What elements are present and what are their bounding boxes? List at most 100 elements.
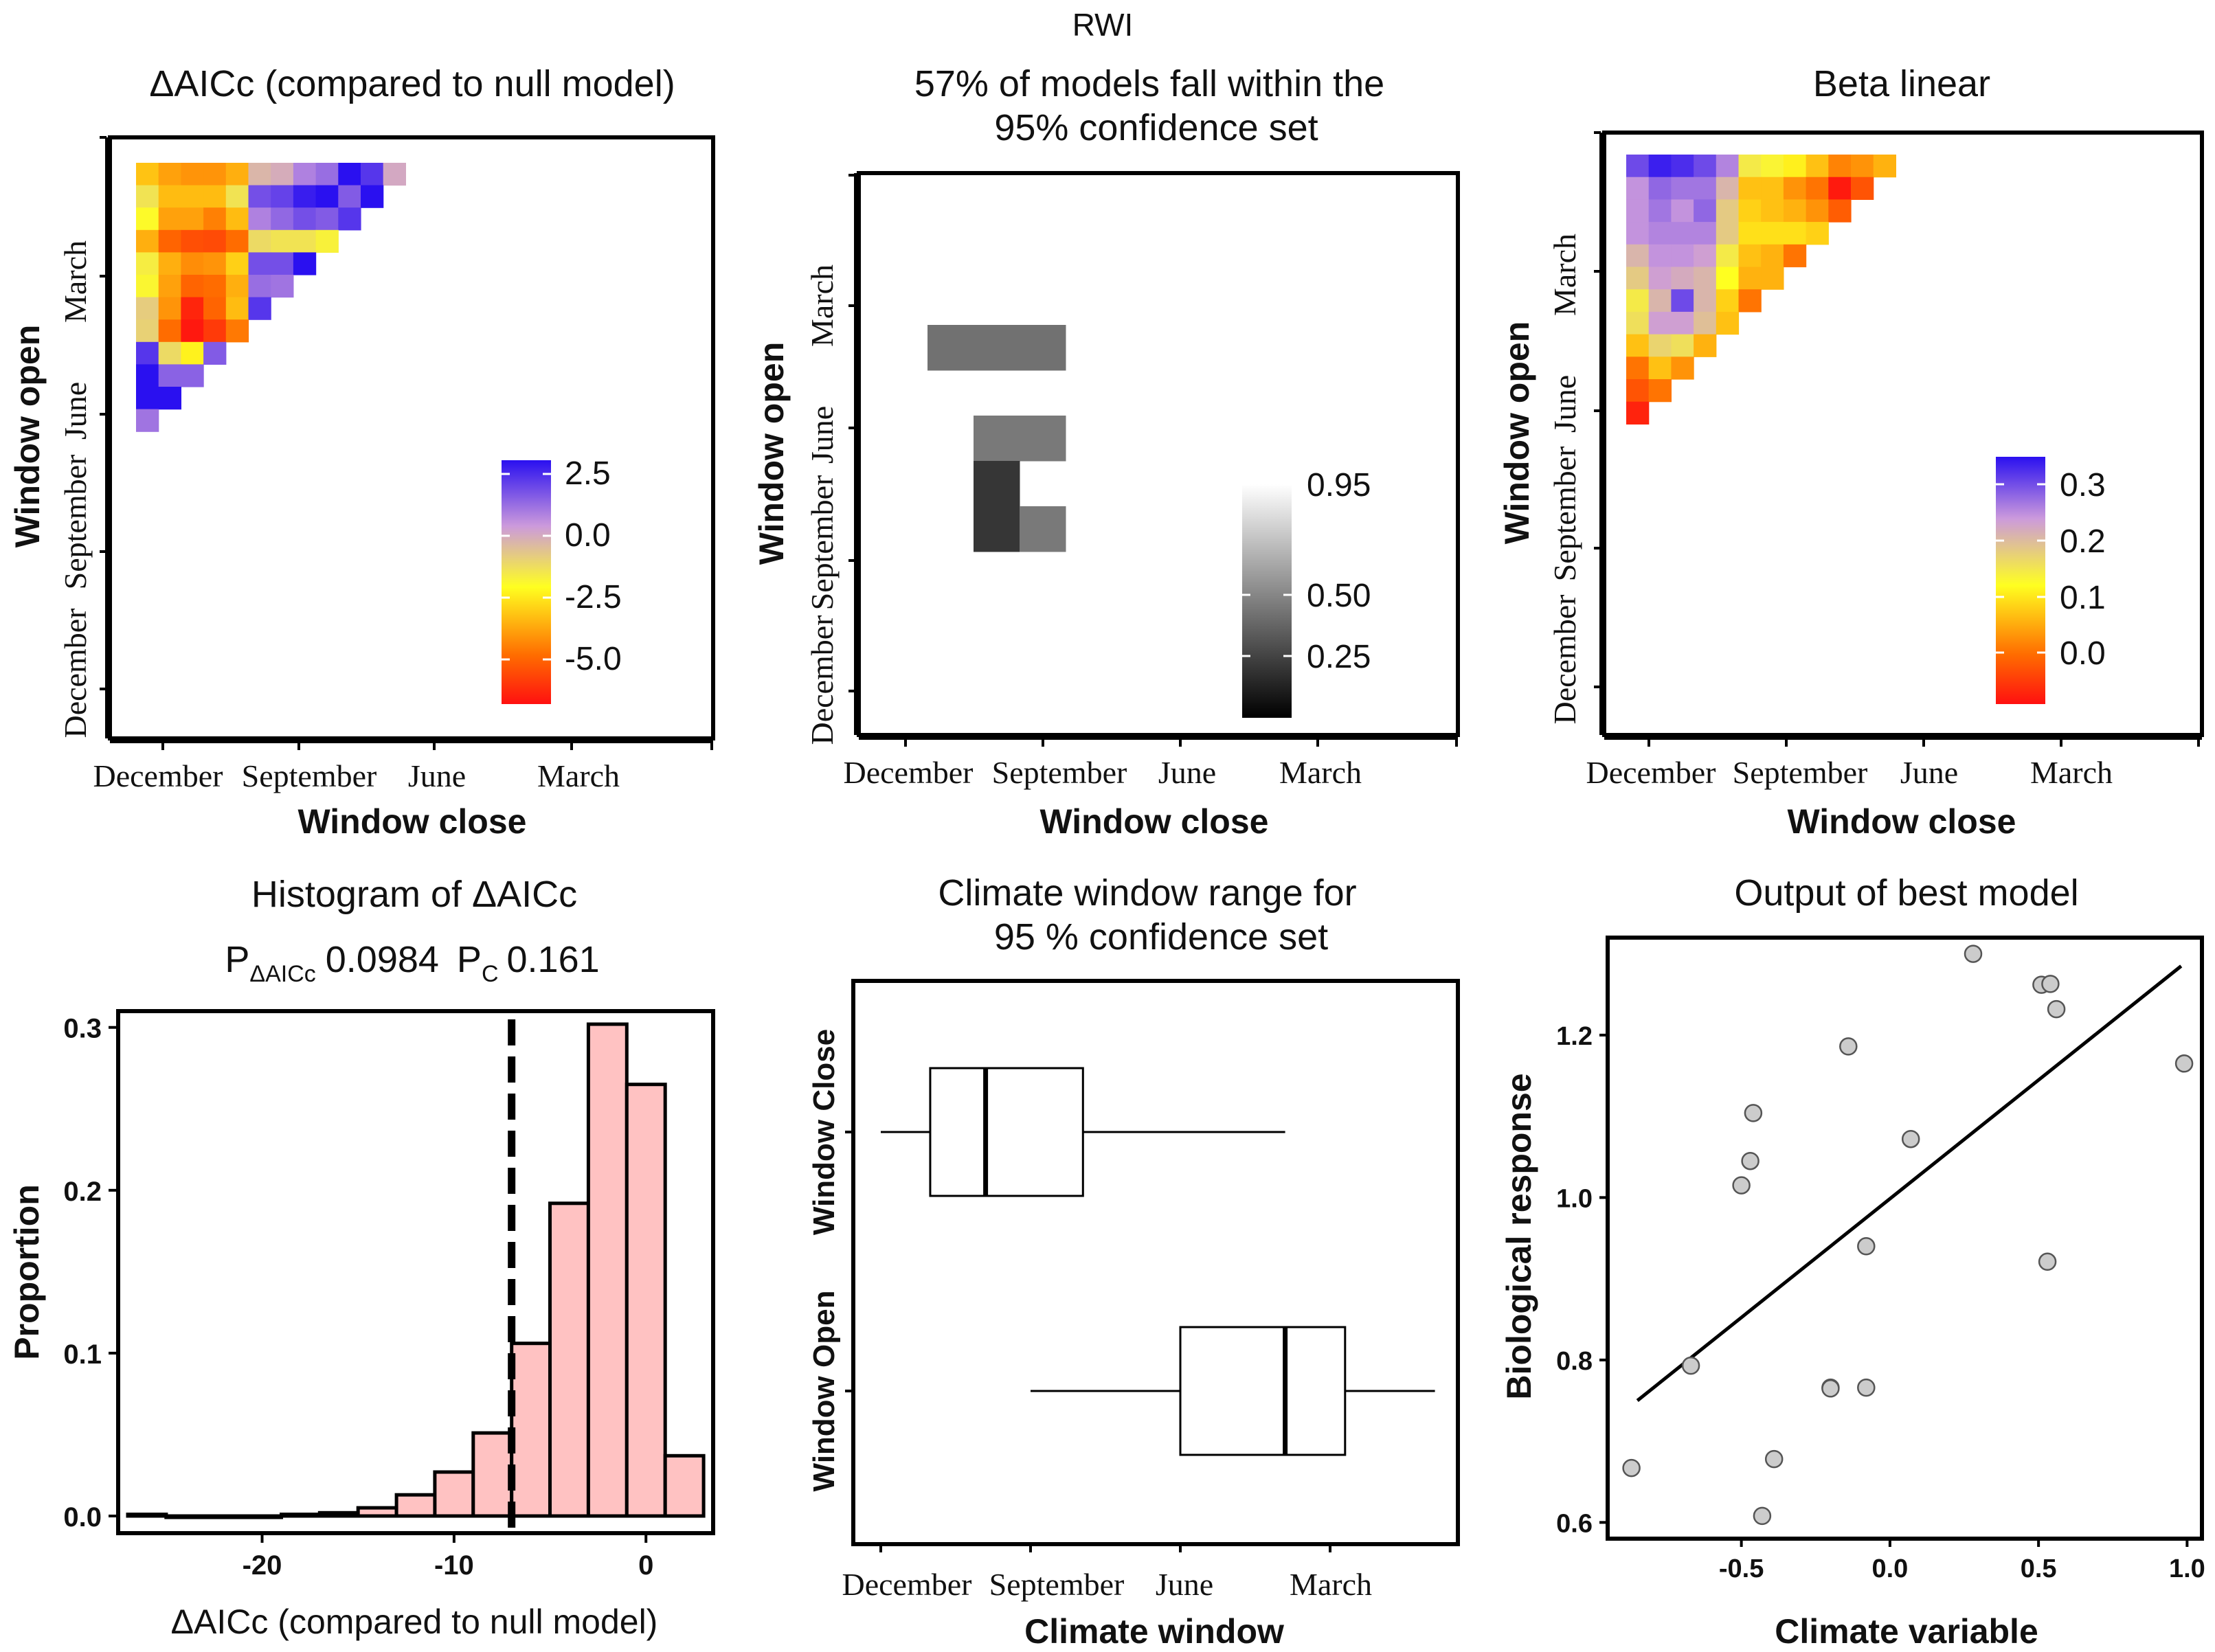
beta-cell <box>1738 222 1762 245</box>
hist-bar <box>471 1431 514 1518</box>
daicc-cell <box>203 252 227 275</box>
hist-stat-p-daicc-value: 0.0984 <box>326 939 439 980</box>
daicc-cell <box>293 252 317 275</box>
hist-bar <box>625 1083 667 1518</box>
beta-cell <box>1671 311 1694 335</box>
daicc-cell <box>271 163 294 186</box>
conf-cbar-label-1: 0.50 <box>1307 578 1371 614</box>
hist-bars <box>126 1019 706 1533</box>
daicc-xtick-june: June <box>408 758 466 793</box>
conf-cell <box>1020 416 1066 462</box>
beta-cell <box>1648 357 1672 380</box>
hist-stat-p-daicc-sub: ΔAICc <box>249 961 315 987</box>
range-boxes <box>881 1067 1435 1456</box>
hist-bar <box>280 1513 322 1518</box>
best-xtick-label: -0.5 <box>1719 1554 1764 1583</box>
conf-ytick-june: June <box>805 406 840 464</box>
beta-cell <box>1626 289 1650 313</box>
daicc-xlabel: Window close <box>298 802 527 841</box>
beta-cell <box>1626 244 1650 268</box>
range-xtick-june: June <box>1156 1567 1213 1602</box>
beta-cell <box>1626 311 1650 335</box>
beta-cell <box>1626 379 1650 403</box>
best-point <box>1764 1449 1784 1469</box>
beta-cell <box>1626 177 1650 200</box>
beta-cell <box>1694 289 1717 313</box>
daicc-cell <box>271 207 294 231</box>
beta-ytick-march: March <box>1547 234 1582 316</box>
best-point <box>1622 1458 1641 1478</box>
hist-bar <box>126 1513 168 1518</box>
best-ylabel: Biological response <box>1500 1073 1538 1399</box>
conf-cell <box>974 461 1020 507</box>
conf-cbar-label-2: 0.25 <box>1307 639 1371 675</box>
best-frame <box>1606 936 2204 1541</box>
daicc-cell <box>315 185 339 208</box>
best-xlabel: Climate variable <box>1775 1612 2038 1651</box>
daicc-cell <box>248 275 271 298</box>
beta-cell <box>1783 177 1807 200</box>
best-plot <box>1622 944 2194 1526</box>
daicc-cell <box>315 207 339 231</box>
beta-cell <box>1648 222 1672 245</box>
daicc-cell <box>225 252 249 275</box>
beta-cell <box>1626 357 1650 380</box>
hist-bar <box>510 1342 552 1518</box>
beta-cell <box>1671 357 1694 380</box>
best-ytick-label: 0.8 <box>1556 1347 1593 1376</box>
daicc-cell <box>158 163 181 186</box>
beta-cell <box>1671 267 1694 290</box>
daicc-cell <box>248 185 271 208</box>
daicc-cell <box>248 229 271 253</box>
hist-xtick-label: 0 <box>638 1550 653 1581</box>
daicc-cell <box>248 163 271 186</box>
beta-cell <box>1738 267 1762 290</box>
daicc-cell <box>338 163 361 186</box>
range-title-line2: 95 % confidence set <box>994 916 1328 958</box>
hist-xtick-label: -20 <box>243 1550 282 1581</box>
daicc-cell <box>225 207 249 231</box>
daicc-ytick-march: March <box>58 240 93 323</box>
range-frame <box>851 979 1460 1546</box>
daicc-cell <box>225 297 249 320</box>
conf-colorbar <box>1242 484 1292 718</box>
daicc-cell <box>136 185 159 208</box>
beta-cell <box>1671 334 1694 357</box>
daicc-cell <box>293 163 317 186</box>
daicc-frame <box>108 135 715 740</box>
beta-ylabel: Window open <box>1498 321 1536 545</box>
beta-cell <box>1873 155 1896 178</box>
daicc-cell <box>203 229 227 253</box>
beta-cell <box>1716 199 1740 223</box>
best-point <box>1839 1037 1858 1056</box>
beta-xtick-september: September <box>1733 755 1868 790</box>
conf-cell <box>974 506 1020 552</box>
conf-title-line2: 95% confidence set <box>994 107 1318 148</box>
daicc-cell <box>203 207 227 231</box>
range-ylabel-open: Window Open <box>807 1291 841 1492</box>
daicc-cell <box>225 275 249 298</box>
beta-cell <box>1648 244 1672 268</box>
hist-stat-p-daicc: P <box>225 939 249 980</box>
beta-cell <box>1626 222 1650 245</box>
beta-cbar-label-1: 0.2 <box>2060 523 2106 560</box>
best-point <box>1744 1104 1763 1122</box>
daicc-cell <box>181 341 204 365</box>
daicc-cell <box>136 275 159 298</box>
daicc-ytick-september: September <box>58 455 93 590</box>
daicc-cell <box>203 163 227 186</box>
daicc-cell <box>203 185 227 208</box>
best-point <box>1753 1506 1772 1526</box>
beta-cell <box>1694 222 1717 245</box>
best-ytick-label: 1.0 <box>1556 1184 1593 1213</box>
hist-ytick-label: 0.2 <box>63 1177 102 1207</box>
beta-cell <box>1806 155 1829 178</box>
beta-cell <box>1828 199 1852 223</box>
best-xtick-label: 0.0 <box>1871 1554 1908 1583</box>
hist-ytick-label: 0.0 <box>63 1502 102 1532</box>
beta-cell <box>1626 334 1650 357</box>
daicc-cell <box>136 207 159 231</box>
daicc-cell <box>271 229 294 253</box>
range-box <box>1179 1326 1347 1456</box>
